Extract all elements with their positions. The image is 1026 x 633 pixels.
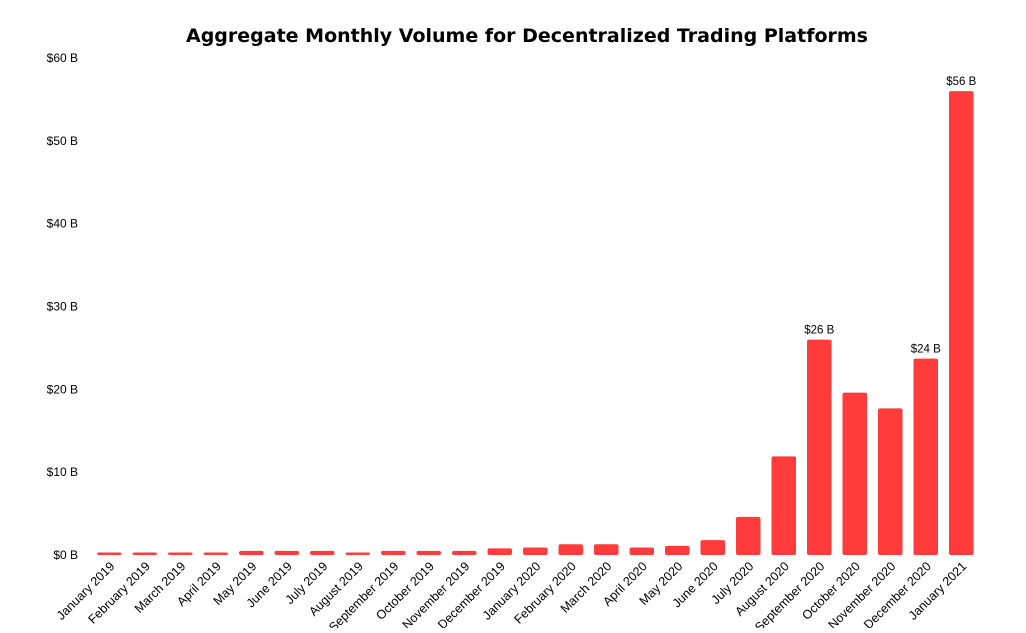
bar <box>132 552 157 555</box>
bar <box>842 392 867 555</box>
bars-group <box>97 91 974 555</box>
y-tick-label: $50 B <box>47 134 78 148</box>
bar <box>203 552 228 555</box>
data-label: $24 B <box>911 344 941 356</box>
bar <box>487 548 512 555</box>
x-tick-label: February 2019 <box>85 559 152 626</box>
data-label: $56 B <box>946 76 976 88</box>
bar <box>913 358 938 555</box>
bar <box>771 456 796 555</box>
bar <box>239 550 264 555</box>
y-tick-label: $0 B <box>53 548 78 562</box>
bar <box>274 550 299 555</box>
data-label: $26 B <box>804 325 834 337</box>
bar <box>97 552 122 555</box>
x-tick-label: February 2020 <box>511 559 578 626</box>
bar <box>949 91 974 555</box>
y-tick-label: $60 B <box>47 51 78 65</box>
bar <box>665 545 690 555</box>
bar <box>558 544 583 555</box>
bar <box>807 339 832 555</box>
bar <box>700 540 725 555</box>
bar <box>878 408 903 555</box>
y-tick-label: $20 B <box>47 382 78 396</box>
y-tick-label: $30 B <box>47 300 78 314</box>
bar <box>168 552 193 555</box>
bar <box>736 516 761 555</box>
bar <box>381 550 406 555</box>
bar <box>594 544 619 555</box>
bar <box>629 547 654 555</box>
bar <box>523 547 548 555</box>
y-axis: $0 B $10 B $20 B $30 B $40 B $50 B $60 B <box>47 51 78 562</box>
y-tick-label: $40 B <box>47 217 78 231</box>
chart-title: Aggregate Monthly Volume for Decentraliz… <box>186 25 868 47</box>
bar <box>416 550 441 555</box>
bar <box>452 550 477 555</box>
data-labels-group: $26 B $24 B $56 B <box>804 76 976 356</box>
y-tick-label: $10 B <box>47 465 78 479</box>
bar <box>310 550 335 555</box>
bar <box>345 552 370 555</box>
